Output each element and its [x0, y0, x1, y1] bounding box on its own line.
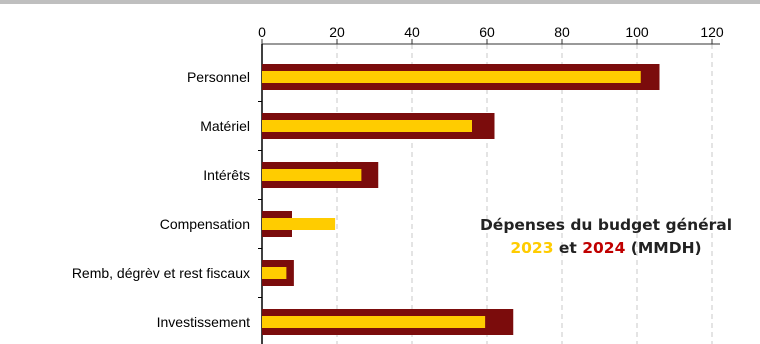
category-label: Compensation: [160, 216, 250, 232]
gridlines: [336, 44, 713, 344]
bar-2023-1: [262, 120, 472, 132]
x-tick-label-20: 20: [329, 24, 345, 40]
top-rule: [0, 0, 760, 4]
x-tick-label-0: 0: [258, 24, 266, 40]
x-tick-label-40: 40: [404, 24, 420, 40]
bar-2023-5: [262, 316, 486, 328]
chart-title-connector: et: [558, 239, 577, 257]
chart-title-unit: (MMDH): [630, 239, 702, 257]
category-label: Personnel: [187, 69, 250, 85]
labels: 0 20 40 60 80 100 120 Personnel Matériel Intérêts…: [72, 24, 724, 330]
category-label: Intérêts: [203, 167, 250, 183]
x-tick-label-60: 60: [479, 24, 495, 40]
x-tick-label-80: 80: [554, 24, 570, 40]
bar-2023-3: [262, 218, 336, 230]
bars: [262, 64, 660, 335]
x-tick-label-120: 120: [700, 24, 724, 40]
legend-2023: 2023: [510, 239, 554, 257]
bar-2023-0: [262, 71, 641, 83]
axes: [258, 39, 720, 344]
x-tick-label-100: 100: [625, 24, 649, 40]
bar-2023-2: [262, 169, 362, 181]
chart-title-line1: Dépenses du budget général: [479, 216, 733, 234]
chart-title-line2: 2023 et 2024 (MMDH): [458, 237, 754, 260]
category-label: Matériel: [200, 118, 250, 134]
chart-title: Dépenses du budget général 2023 et 2024 …: [458, 214, 754, 260]
category-label: Investissement: [157, 314, 250, 330]
legend-2024: 2024: [582, 239, 626, 257]
category-label: Remb, dégrèv et rest fiscaux: [72, 265, 250, 281]
bar-2023-4: [262, 267, 287, 279]
